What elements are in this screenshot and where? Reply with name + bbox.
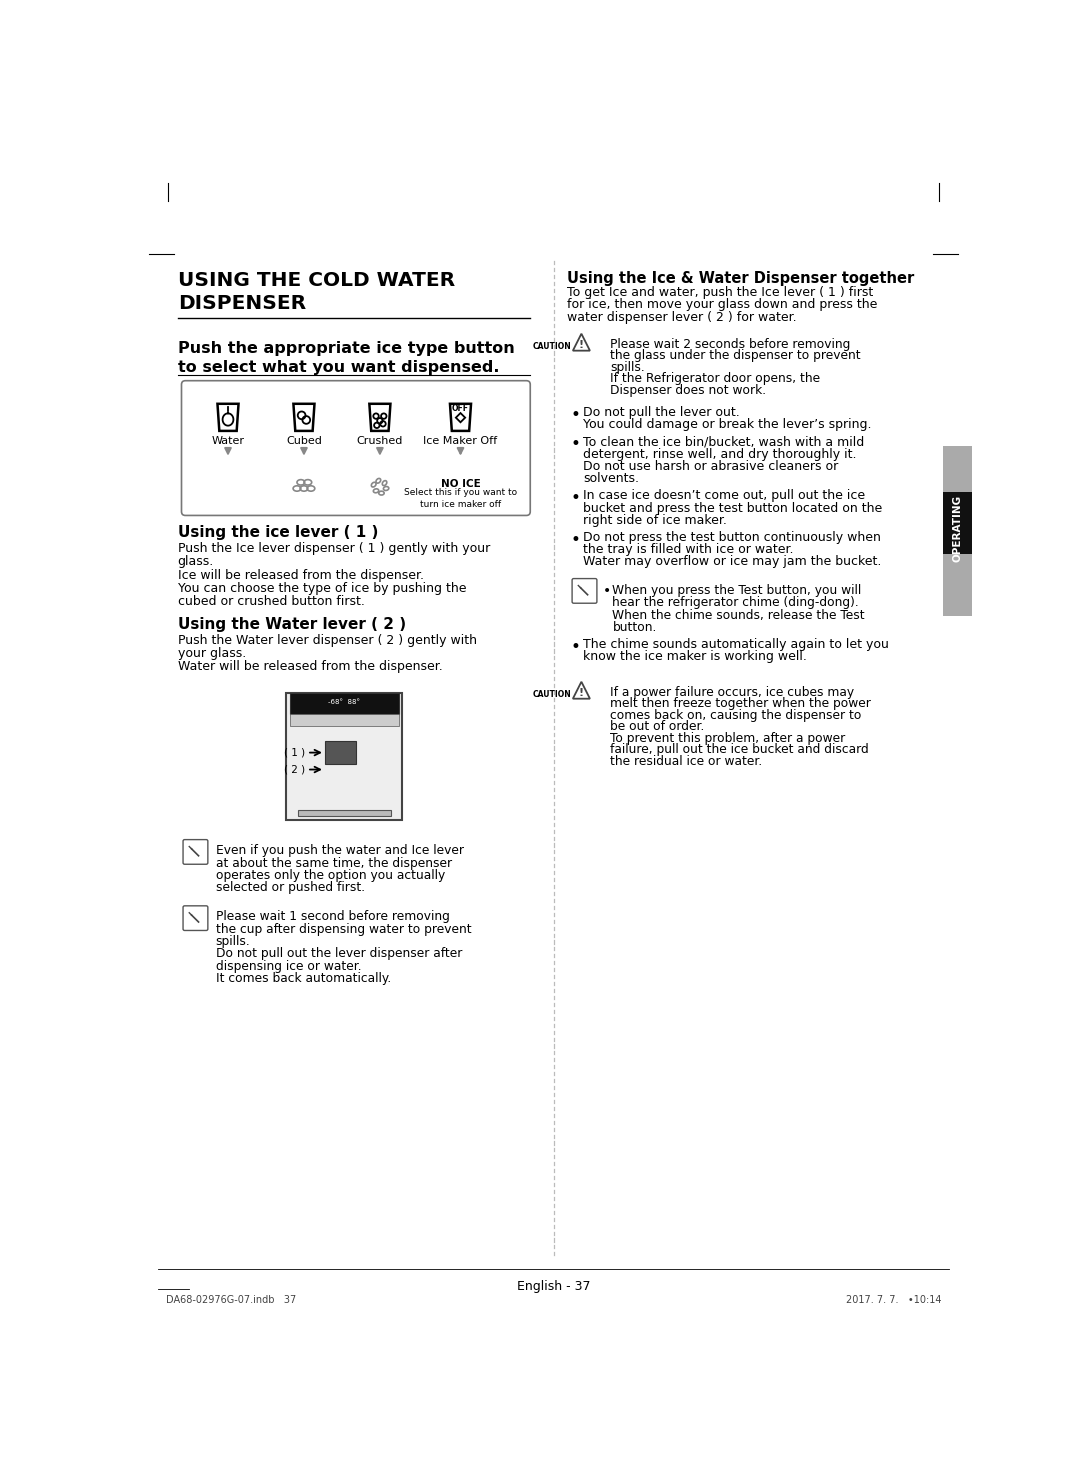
Text: Push the appropriate ice type button: Push the appropriate ice type button: [177, 340, 514, 356]
Text: solvents.: solvents.: [583, 473, 639, 486]
FancyBboxPatch shape: [286, 692, 403, 820]
Text: the glass under the dispenser to prevent: the glass under the dispenser to prevent: [610, 349, 861, 362]
FancyBboxPatch shape: [183, 905, 207, 930]
Text: hear the refrigerator chime (ding-dong).: hear the refrigerator chime (ding-dong).: [612, 596, 860, 609]
Text: To get Ice and water, push the Ice lever ( 1 ) first: To get Ice and water, push the Ice lever…: [567, 286, 874, 299]
Bar: [325, 740, 356, 764]
Text: Using the ice lever ( 1 ): Using the ice lever ( 1 ): [177, 526, 378, 540]
Text: glass.: glass.: [177, 555, 214, 568]
Text: •: •: [603, 584, 611, 598]
Text: for ice, then move your glass down and press the: for ice, then move your glass down and p…: [567, 299, 878, 311]
Text: You could damage or break the lever’s spring.: You could damage or break the lever’s sp…: [583, 418, 872, 431]
Text: bucket and press the test button located on the: bucket and press the test button located…: [583, 502, 882, 515]
FancyBboxPatch shape: [572, 578, 597, 604]
Text: Please wait 1 second before removing: Please wait 1 second before removing: [216, 911, 449, 923]
Text: If a power failure occurs, ice cubes may: If a power failure occurs, ice cubes may: [610, 686, 854, 699]
FancyBboxPatch shape: [181, 381, 530, 515]
Text: DA68-02976G-07.indb   37: DA68-02976G-07.indb 37: [166, 1295, 296, 1304]
Text: English - 37: English - 37: [516, 1281, 591, 1292]
Text: Cubed: Cubed: [286, 436, 322, 446]
Text: be out of order.: be out of order.: [610, 720, 704, 733]
Text: right side of ice maker.: right side of ice maker.: [583, 514, 727, 527]
Text: •: •: [570, 489, 580, 508]
Text: •: •: [570, 436, 580, 453]
Text: Crushed: Crushed: [356, 436, 403, 446]
Text: It comes back automatically.: It comes back automatically.: [216, 972, 391, 985]
Text: When you press the Test button, you will: When you press the Test button, you will: [612, 584, 862, 598]
Text: the tray is filled with ice or water.: the tray is filled with ice or water.: [583, 543, 794, 556]
Text: You can choose the type of ice by pushing the: You can choose the type of ice by pushin…: [177, 581, 467, 595]
Text: Water may overflow or ice may jam the bucket.: Water may overflow or ice may jam the bu…: [583, 555, 881, 568]
Text: OFF: OFF: [453, 403, 469, 414]
Text: In case ice doesn’t come out, pull out the ice: In case ice doesn’t come out, pull out t…: [583, 489, 865, 502]
Text: your glass.: your glass.: [177, 648, 246, 659]
Text: detergent, rinse well, and dry thoroughly it.: detergent, rinse well, and dry thoroughl…: [583, 447, 856, 461]
Text: comes back on, causing the dispenser to: comes back on, causing the dispenser to: [610, 708, 862, 721]
Text: Using the Water lever ( 2 ): Using the Water lever ( 2 ): [177, 617, 406, 631]
Text: Even if you push the water and Ice lever: Even if you push the water and Ice lever: [216, 845, 463, 857]
Text: failure, pull out the ice bucket and discard: failure, pull out the ice bucket and dis…: [610, 743, 868, 757]
Text: •: •: [570, 531, 580, 549]
Text: 2017. 7. 7.   •10:14: 2017. 7. 7. •10:14: [846, 1295, 941, 1304]
Text: Water will be released from the dispenser.: Water will be released from the dispense…: [177, 661, 443, 673]
Text: operates only the option you actually: operates only the option you actually: [216, 868, 445, 882]
Text: button.: button.: [612, 621, 657, 634]
Text: USING THE COLD WATER: USING THE COLD WATER: [177, 271, 455, 290]
Text: Push the Ice lever dispenser ( 1 ) gently with your: Push the Ice lever dispenser ( 1 ) gentl…: [177, 542, 490, 555]
Text: dispensing ice or water.: dispensing ice or water.: [216, 960, 361, 973]
Text: The chime sounds automatically again to let you: The chime sounds automatically again to …: [583, 637, 889, 651]
Text: NO ICE: NO ICE: [441, 480, 481, 489]
Text: Dispenser does not work.: Dispenser does not work.: [610, 384, 766, 397]
Text: melt then freeze together when the power: melt then freeze together when the power: [610, 698, 870, 710]
Text: at about the same time, the dispenser: at about the same time, the dispenser: [216, 857, 451, 870]
Text: OPERATING: OPERATING: [953, 495, 962, 562]
Text: Water: Water: [212, 436, 244, 446]
Text: Please wait 2 seconds before removing: Please wait 2 seconds before removing: [610, 337, 850, 350]
Text: Push the Water lever dispenser ( 2 ) gently with: Push the Water lever dispenser ( 2 ) gen…: [177, 634, 476, 648]
Text: CAUTION: CAUTION: [532, 342, 571, 350]
Text: To prevent this problem, after a power: To prevent this problem, after a power: [610, 732, 846, 745]
Bar: [943, 446, 972, 615]
Text: to select what you want dispensed.: to select what you want dispensed.: [177, 359, 499, 375]
Text: ( 1 ): ( 1 ): [284, 748, 306, 758]
FancyBboxPatch shape: [183, 839, 207, 864]
Text: Do not use harsh or abrasive cleaners or: Do not use harsh or abrasive cleaners or: [583, 461, 838, 473]
Text: the residual ice or water.: the residual ice or water.: [610, 755, 762, 768]
Text: spills.: spills.: [610, 361, 645, 374]
Text: !: !: [579, 340, 584, 350]
Text: Ice Maker Off: Ice Maker Off: [423, 436, 498, 446]
Text: water dispenser lever ( 2 ) for water.: water dispenser lever ( 2 ) for water.: [567, 311, 797, 324]
Bar: [291, 714, 399, 726]
Text: Do not press the test button continuously when: Do not press the test button continuousl…: [583, 531, 881, 543]
Text: spills.: spills.: [216, 935, 251, 948]
Text: the cup after dispensing water to prevent: the cup after dispensing water to preven…: [216, 923, 471, 936]
Text: Ice will be released from the dispenser.: Ice will be released from the dispenser.: [177, 568, 423, 581]
Text: •: •: [570, 637, 580, 657]
Text: ( 2 ): ( 2 ): [284, 764, 306, 774]
Text: CAUTION: CAUTION: [532, 690, 571, 699]
Text: If the Refrigerator door opens, the: If the Refrigerator door opens, the: [610, 372, 820, 386]
Bar: [943, 492, 972, 553]
Text: !: !: [579, 687, 584, 698]
Bar: [291, 692, 399, 714]
Text: Do not pull out the lever dispenser after: Do not pull out the lever dispenser afte…: [216, 948, 462, 960]
Text: Using the Ice & Water Dispenser together: Using the Ice & Water Dispenser together: [567, 271, 915, 286]
Text: selected or pushed first.: selected or pushed first.: [216, 882, 365, 894]
Text: To clean the ice bin/bucket, wash with a mild: To clean the ice bin/bucket, wash with a…: [583, 436, 864, 449]
Text: Do not pull the lever out.: Do not pull the lever out.: [583, 406, 740, 420]
Bar: [298, 810, 391, 815]
Text: cubed or crushed button first.: cubed or crushed button first.: [177, 595, 365, 608]
Text: Select this if you want to
turn ice maker off: Select this if you want to turn ice make…: [404, 487, 517, 508]
Text: When the chime sounds, release the Test: When the chime sounds, release the Test: [612, 608, 865, 621]
Text: DISPENSER: DISPENSER: [177, 294, 306, 312]
Text: -68°  88°: -68° 88°: [328, 699, 361, 705]
Text: •: •: [570, 406, 580, 424]
Text: know the ice maker is working well.: know the ice maker is working well.: [583, 651, 807, 664]
